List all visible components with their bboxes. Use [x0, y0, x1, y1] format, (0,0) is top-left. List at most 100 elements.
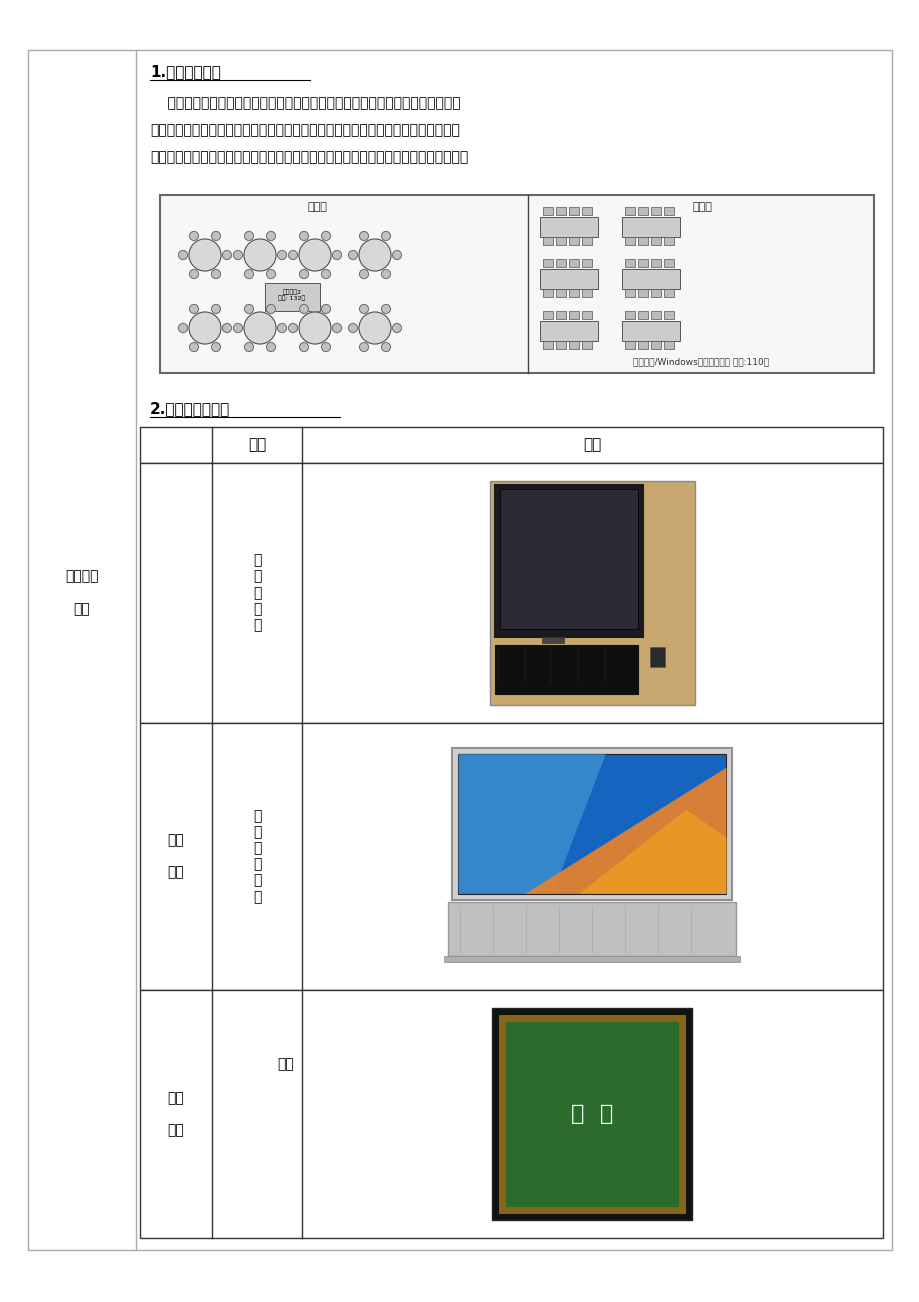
Circle shape [321, 305, 330, 314]
Text: 小型网络/Windows服务器学习站 面积:110㎡: 小型网络/Windows服务器学习站 面积:110㎡ [632, 357, 768, 366]
Bar [265, 283, 320, 311]
Circle shape [222, 250, 232, 259]
Bar [663, 289, 673, 297]
Circle shape [359, 270, 369, 279]
Circle shape [267, 305, 275, 314]
Bar [663, 311, 673, 319]
Bar [637, 207, 647, 215]
Bar [568, 341, 578, 349]
Circle shape [358, 240, 391, 271]
Circle shape [381, 270, 390, 279]
Text: 硬件

资源: 硬件 资源 [167, 833, 184, 880]
Bar [650, 207, 660, 215]
Text: 图片: 图片 [583, 437, 601, 453]
Circle shape [188, 240, 221, 271]
Bar [140, 464, 882, 723]
Circle shape [359, 232, 369, 241]
Bar [581, 237, 591, 245]
Text: 微  课: 微 课 [571, 1104, 613, 1124]
Circle shape [267, 342, 275, 352]
Bar [621, 217, 679, 237]
Text: 讨论区: 讨论区 [307, 202, 326, 212]
Circle shape [381, 232, 390, 241]
Bar [637, 237, 647, 245]
Circle shape [188, 312, 221, 344]
Text: 笔
记
本
计
算
机: 笔 记 本 计 算 机 [253, 809, 261, 904]
Bar [542, 237, 552, 245]
Text: 台
式
计
算
机: 台 式 计 算 机 [253, 553, 261, 633]
Circle shape [178, 323, 187, 332]
Circle shape [392, 323, 401, 332]
Circle shape [244, 270, 254, 279]
Circle shape [189, 305, 199, 314]
Circle shape [300, 305, 308, 314]
Bar [490, 480, 694, 704]
Bar [663, 237, 673, 245]
Bar [568, 207, 578, 215]
Circle shape [321, 342, 330, 352]
Bar [539, 322, 597, 341]
Bar [555, 237, 565, 245]
Bar [140, 427, 882, 464]
Bar [624, 311, 634, 319]
Bar [650, 259, 660, 267]
Circle shape [233, 250, 243, 259]
Bar [663, 341, 673, 349]
Circle shape [244, 240, 276, 271]
Circle shape [267, 232, 275, 241]
Bar [555, 341, 565, 349]
Circle shape [189, 232, 199, 241]
Circle shape [233, 323, 243, 332]
Bar [637, 311, 647, 319]
Circle shape [244, 342, 254, 352]
Circle shape [300, 232, 308, 241]
Bar [494, 644, 638, 694]
Bar [581, 311, 591, 319]
Bar [458, 754, 726, 893]
Circle shape [381, 305, 390, 314]
Circle shape [222, 323, 232, 332]
Bar [649, 647, 664, 667]
Bar [140, 723, 882, 990]
Bar [160, 195, 873, 372]
Bar [539, 270, 597, 289]
Bar [492, 1008, 692, 1220]
Circle shape [289, 250, 297, 259]
Bar [541, 637, 563, 643]
Bar [637, 289, 647, 297]
Bar [581, 259, 591, 267]
Bar [650, 341, 660, 349]
Bar [499, 490, 637, 629]
Bar [581, 341, 591, 349]
Polygon shape [458, 754, 606, 893]
Circle shape [211, 270, 221, 279]
Circle shape [278, 250, 286, 259]
Bar [624, 237, 634, 245]
Circle shape [278, 323, 286, 332]
Bar [448, 902, 736, 956]
Bar [568, 289, 578, 297]
Circle shape [299, 312, 331, 344]
Text: 1.教学场地设置: 1.教学场地设置 [150, 64, 221, 79]
Circle shape [332, 250, 341, 259]
Bar [444, 956, 740, 962]
Bar [568, 237, 578, 245]
Bar [568, 259, 578, 267]
Polygon shape [578, 810, 726, 893]
Bar [624, 207, 634, 215]
Bar [663, 259, 673, 267]
Bar [555, 207, 565, 215]
Circle shape [267, 270, 275, 279]
Text: 微课: 微课 [277, 1057, 294, 1072]
Bar [663, 207, 673, 215]
Circle shape [332, 323, 341, 332]
Circle shape [211, 232, 221, 241]
Circle shape [321, 232, 330, 241]
Circle shape [321, 270, 330, 279]
Circle shape [358, 312, 391, 344]
Bar [650, 311, 660, 319]
Bar [140, 990, 882, 1238]
Text: 2.硬件及软件资源: 2.硬件及软件资源 [150, 401, 230, 417]
Bar [542, 341, 552, 349]
Bar [542, 207, 552, 215]
